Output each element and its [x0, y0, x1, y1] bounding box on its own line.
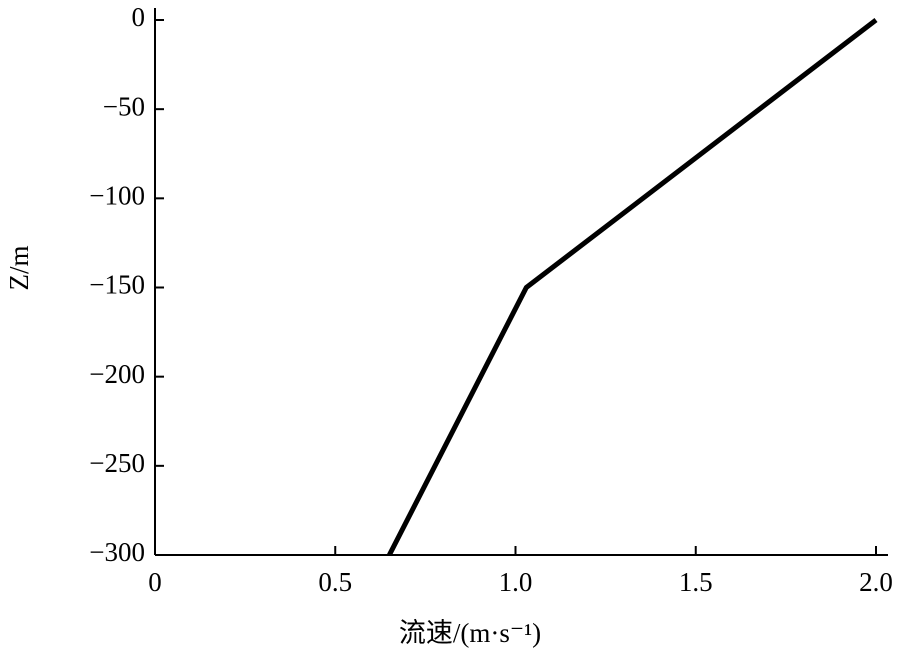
- y-tick-label: −50: [103, 91, 145, 121]
- y-tick-label: 0: [132, 2, 146, 32]
- y-axis-label: Z/m: [4, 246, 34, 291]
- x-tick-label: 1.0: [499, 567, 533, 597]
- x-tick-label: 2.0: [859, 567, 893, 597]
- y-tick-label: −250: [89, 448, 145, 478]
- x-tick-label: 1.5: [679, 567, 713, 597]
- x-axis-label: 流速/(m·s⁻¹): [399, 618, 541, 648]
- x-tick-label: 0: [148, 567, 162, 597]
- y-tick-label: −200: [89, 359, 145, 389]
- x-tick-label: 0.5: [318, 567, 352, 597]
- y-tick-label: −150: [89, 270, 145, 300]
- y-tick-label: −300: [89, 537, 145, 567]
- data-line: [387, 18, 878, 557]
- y-tick-label: −100: [89, 181, 145, 211]
